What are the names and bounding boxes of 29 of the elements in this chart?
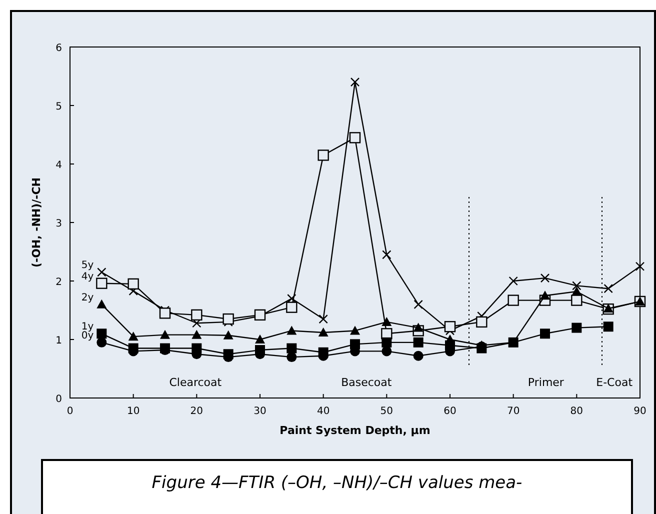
annotation: Primer bbox=[528, 376, 564, 389]
y-tick-label: 1 bbox=[56, 336, 62, 346]
series-label: 5y bbox=[81, 260, 94, 272]
annotation: E-Coat bbox=[596, 376, 634, 389]
y-tick-label: 2 bbox=[56, 277, 62, 288]
y-tick-label: 6 bbox=[56, 43, 62, 54]
annotation: Basecoat bbox=[341, 376, 392, 389]
series-label: 0y bbox=[81, 330, 94, 342]
y-tick-label: 4 bbox=[56, 160, 62, 171]
y-tick-label: 3 bbox=[56, 218, 62, 230]
x-tick-label: 50 bbox=[380, 406, 394, 417]
x-tick-label: 10 bbox=[126, 406, 140, 417]
x-tick-label: 60 bbox=[444, 406, 456, 417]
x-tick-label: 20 bbox=[190, 406, 204, 417]
x-tick-label: 40 bbox=[316, 406, 330, 417]
caption: Figure 4—FTIR (–OH, –NH)/–CH values mea- bbox=[152, 473, 522, 493]
y-axis-title: (-OH, -NH)/-CH bbox=[30, 177, 43, 268]
x-tick-label: 80 bbox=[570, 406, 584, 417]
series-label: 1y bbox=[81, 322, 94, 333]
x-axis-title: Paint System Depth, μm bbox=[280, 424, 430, 437]
series-label: 2y bbox=[81, 292, 94, 304]
x-tick-label: 30 bbox=[254, 406, 266, 417]
x-tick-label: 0 bbox=[66, 406, 74, 417]
x-tick-label: 90 bbox=[634, 406, 646, 417]
x-tick-label: 70 bbox=[506, 406, 520, 417]
y-tick-label: 0 bbox=[56, 394, 62, 405]
annotation: Clearcoat bbox=[169, 376, 222, 389]
series-label: 4y bbox=[81, 271, 94, 282]
y-tick-label: 5 bbox=[56, 102, 62, 112]
